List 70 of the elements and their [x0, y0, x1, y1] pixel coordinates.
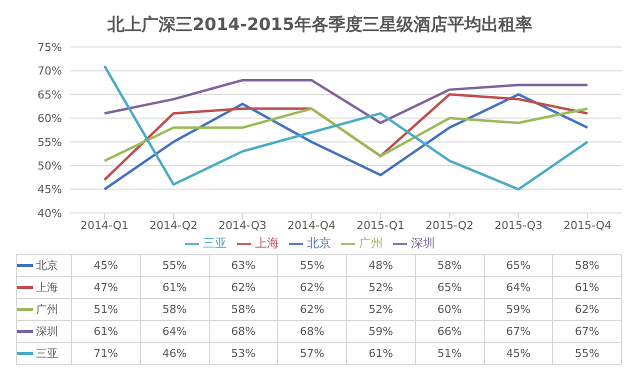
data-label: 53% — [209, 342, 278, 364]
y-tick-label: 40% — [38, 206, 62, 220]
data-label: 47% — [72, 276, 140, 298]
data-label: 55% — [552, 342, 622, 364]
data-label: 62% — [552, 298, 622, 320]
x-tick-label: 2014-Q3 — [218, 218, 267, 232]
data-label: 63% — [209, 254, 278, 276]
data-label: 59% — [484, 298, 553, 320]
data-label: 65% — [484, 254, 553, 276]
data-label: 60% — [415, 298, 484, 320]
data-label: 46% — [140, 342, 209, 364]
data-label: 52% — [346, 276, 416, 298]
data-label: 45% — [484, 342, 553, 364]
y-tick-label: 55% — [38, 136, 62, 149]
x-tick-label: 2015-Q1 — [356, 218, 405, 232]
legend-label: 深圳 — [411, 236, 435, 250]
y-tick-label: 75% — [38, 40, 62, 54]
data-label: 65% — [415, 276, 484, 298]
data-label: 57% — [278, 342, 346, 364]
y-tick-label: 65% — [38, 88, 62, 102]
data-label: 62% — [209, 276, 278, 298]
data-label: 61% — [552, 276, 622, 298]
y-tick-label: 45% — [38, 183, 62, 196]
line-series — [103, 64, 589, 191]
data-label: 52% — [346, 298, 416, 320]
legend-label: 北京 — [307, 236, 331, 250]
data-label: 61% — [346, 342, 416, 364]
data-label: 45% — [72, 254, 140, 276]
legend-label: 广州 — [359, 236, 383, 250]
data-label: 71% — [72, 342, 140, 364]
legend-label: 上海 — [255, 236, 279, 250]
data-label: 58% — [140, 298, 209, 320]
text: 深圳 — [36, 325, 58, 338]
data-label: 61% — [72, 320, 140, 342]
y-tick-label: 60% — [38, 112, 62, 126]
data-label: 68% — [209, 320, 278, 342]
x-tick-label: 2015-Q2 — [425, 218, 474, 232]
data-label: 68% — [278, 320, 346, 342]
data-label: 67% — [484, 320, 553, 342]
y-tick-label: 50% — [38, 159, 62, 172]
x-tick-label: 2014-Q4 — [287, 218, 336, 232]
chart-title: 北上广深三2014-2015年各季度三星级酒店平均出租率 — [106, 14, 534, 37]
data-label: 64% — [484, 276, 553, 298]
data-label: 55% — [140, 254, 209, 276]
data-label: 64% — [140, 320, 209, 342]
text: 三亚 — [36, 347, 58, 360]
x-tick-label: 2015-Q4 — [563, 218, 612, 232]
x-tick-label: 2015-Q3 — [494, 218, 543, 232]
data-label: 58% — [209, 298, 278, 320]
data-label: 51% — [415, 342, 484, 364]
data-label: 51% — [72, 298, 140, 320]
legend-label: 三亚 — [203, 236, 227, 250]
y-tick-label: 70% — [38, 64, 62, 78]
data-label: 48% — [346, 254, 416, 276]
line-series — [103, 78, 589, 124]
text: 上海 — [36, 281, 58, 294]
x-tick-label: 2014-Q1 — [80, 218, 129, 232]
line-series — [103, 107, 589, 162]
data-label: 62% — [278, 276, 346, 298]
data-label: 58% — [415, 254, 484, 276]
x-tick-label: 2014-Q2 — [149, 218, 198, 232]
data-label: 61% — [140, 276, 209, 298]
text: 北京 — [36, 259, 58, 272]
data-label: 55% — [278, 254, 346, 276]
data-label: 58% — [552, 254, 622, 276]
data-label: 67% — [552, 320, 622, 342]
data-label: 59% — [346, 320, 416, 342]
data-label: 66% — [415, 320, 484, 342]
data-label: 62% — [278, 298, 346, 320]
text: 广州 — [36, 303, 58, 316]
